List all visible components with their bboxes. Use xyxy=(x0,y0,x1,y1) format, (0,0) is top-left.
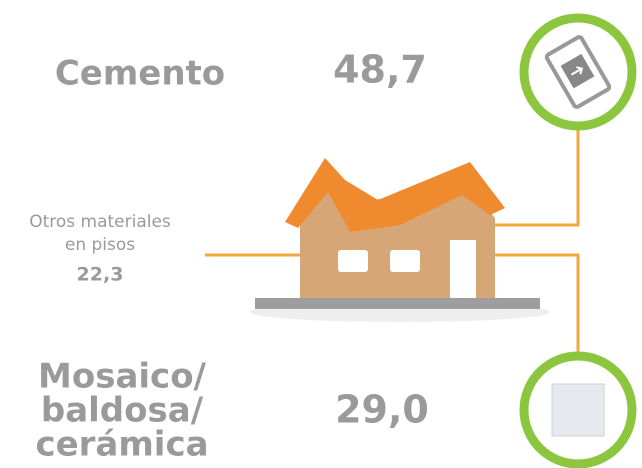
value: 48,7 xyxy=(333,48,427,92)
window xyxy=(338,250,368,272)
label: en pisos xyxy=(65,235,135,255)
label: Otros materiales xyxy=(29,212,171,232)
value: 29,0 xyxy=(335,388,429,432)
ground xyxy=(255,298,540,309)
mosaic-icon xyxy=(551,383,605,437)
window xyxy=(390,250,420,272)
cement-icon xyxy=(544,35,612,109)
connectors xyxy=(205,130,580,352)
label: Mosaico/ xyxy=(38,357,207,397)
value: 22,3 xyxy=(77,264,124,286)
connector xyxy=(495,253,580,352)
label: cerámica xyxy=(35,425,208,465)
connector xyxy=(495,130,580,227)
roof xyxy=(285,158,505,232)
label: baldosa/ xyxy=(41,391,204,431)
label: Cemento xyxy=(55,54,225,94)
door xyxy=(450,240,476,298)
house xyxy=(285,158,505,298)
